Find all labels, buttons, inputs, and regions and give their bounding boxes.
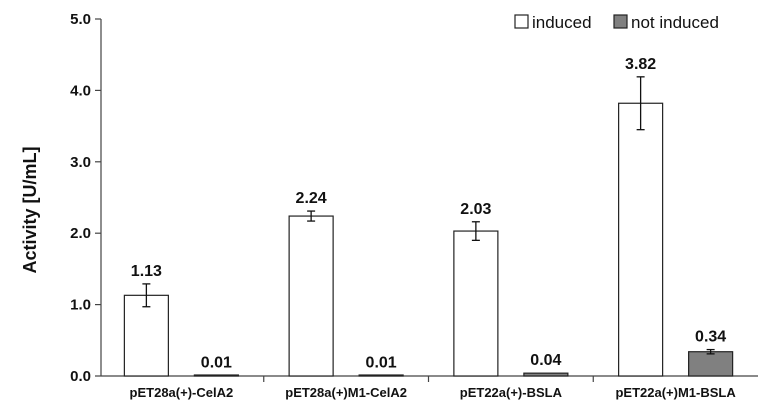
bar-induced [453, 230, 499, 377]
x-category-label: pET22a(+)-BSLA [460, 385, 563, 400]
data-label: 2.24 [296, 190, 327, 207]
legend-swatch-not-induced [613, 14, 628, 29]
legend-label-not-induced: not induced [631, 13, 719, 32]
legend-label-induced: induced [532, 13, 592, 32]
y-axis-title: Activity [U/mL] [20, 146, 40, 273]
axes: 0.0 1.0 2.0 3.0 4.0 5.0 pET28a(+)-CelA2 pET28a(… [70, 11, 758, 400]
data-label: 1.13 [131, 263, 162, 280]
bars-layer: 1.13 0.01 2.24 0.01 2.03 0.04 3.82 0.34 [123, 56, 734, 377]
x-category-label: pET22a(+)M1-BSLA [615, 385, 736, 400]
y-tick-label: 2.0 [70, 225, 91, 242]
y-tick-label: 1.0 [70, 297, 91, 314]
data-label: 0.34 [695, 329, 726, 346]
y-tick-label: 3.0 [70, 154, 91, 171]
y-tick-label: 5.0 [70, 11, 91, 28]
bar-not-induced [193, 374, 239, 377]
y-tick-label: 4.0 [70, 82, 91, 99]
bar-induced [123, 294, 169, 377]
data-label: 3.82 [625, 56, 656, 73]
data-label: 0.04 [530, 352, 561, 369]
bar-not-induced [688, 351, 734, 377]
legend: induced not induced [514, 13, 719, 32]
bar-not-induced [358, 374, 404, 377]
x-category-label: pET28a(+)-CelA2 [130, 385, 234, 400]
data-label: 2.03 [460, 201, 491, 218]
x-category-label: pET28a(+)M1-CelA2 [285, 385, 407, 400]
data-label: 0.01 [366, 354, 397, 371]
data-label: 0.01 [201, 354, 232, 371]
bar-induced [618, 102, 664, 377]
legend-swatch-induced [514, 14, 529, 29]
bar-induced [288, 215, 334, 377]
y-tick-label: 0.0 [70, 368, 91, 385]
bar-not-induced [523, 372, 569, 377]
